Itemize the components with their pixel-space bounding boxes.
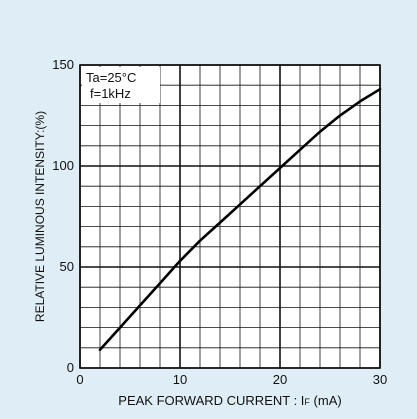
y-tick-label: 150	[52, 57, 74, 72]
x-axis-label-subscript: F	[304, 397, 310, 407]
annotation-frequency: f=1kHz	[90, 86, 131, 101]
x-tick-label: 30	[373, 372, 387, 387]
series-layer	[98, 87, 382, 352]
y-tick-label: 100	[52, 158, 74, 173]
x-tick-label: 0	[76, 372, 83, 387]
x-tick-label: 10	[173, 372, 187, 387]
x-axis-label: PEAK FORWARD CURRENT : IF (mA)	[118, 393, 341, 408]
x-tick-label: 20	[273, 372, 287, 387]
x-axis-label-unit: (mA)	[310, 393, 342, 408]
y-axis-label: RELATIVE LUMINOUS INTENSITY:(%)	[33, 111, 47, 322]
x-axis-label-main: PEAK FORWARD CURRENT : I	[118, 393, 304, 408]
plot-frame	[79, 64, 381, 369]
series-line	[98, 87, 382, 352]
y-tick-label: 50	[60, 259, 74, 274]
y-tick-label: 0	[67, 360, 74, 375]
grid	[79, 64, 381, 369]
tick-labels: 0 10 20 30 0 50 100 150	[52, 57, 387, 387]
annotation-box	[82, 67, 160, 103]
annotation-temperature: Ta=25°C	[86, 70, 136, 85]
